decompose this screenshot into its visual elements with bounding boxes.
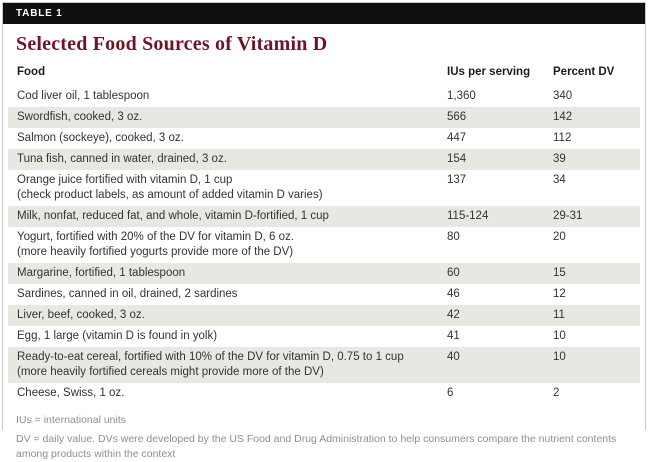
table-row: Orange juice fortified with vitamin D, 1… xyxy=(8,170,640,206)
table-title: Selected Food Sources of Vitamin D xyxy=(16,33,328,55)
table-row: Egg, 1 large (vitamin D is found in yolk… xyxy=(8,326,640,347)
table-number-label: TABLE 1 xyxy=(16,8,63,19)
table-row: Tuna fish, canned in water, drained, 3 o… xyxy=(8,149,640,170)
food-note: (more heavily fortified yogurts provide … xyxy=(17,246,294,258)
table-row: Cheese, Swiss, 1 oz. 6 2 xyxy=(8,383,640,404)
food-name: Salmon (sockeye), cooked, 3 oz. xyxy=(17,132,184,144)
dv-value: 39 xyxy=(553,153,566,165)
food-cell: Salmon (sockeye), cooked, 3 oz. xyxy=(17,131,447,146)
dv-value: 20 xyxy=(553,231,566,243)
table-row: Ready-to-eat cereal, fortified with 10% … xyxy=(8,347,640,383)
dv-value: 112 xyxy=(553,132,572,144)
footnotes: IUs = international units DV = daily val… xyxy=(16,413,632,462)
food-name: Milk, nonfat, reduced fat, and whole, vi… xyxy=(17,210,329,222)
food-name: Ready-to-eat cereal, fortified with 10% … xyxy=(17,351,404,363)
iu-value: 447 xyxy=(447,132,467,144)
dv-value: 142 xyxy=(553,111,573,123)
iu-value: 115-124 xyxy=(447,210,489,222)
food-cell: Sardines, canned in oil, drained, 2 sard… xyxy=(17,287,447,302)
dv-value: 12 xyxy=(553,288,566,300)
food-cell: Cod liver oil, 1 tablespoon xyxy=(17,89,447,104)
iu-value: 137 xyxy=(447,174,467,186)
table-body: Cod liver oil, 1 tablespoon 1,360 340 Sword… xyxy=(8,86,640,404)
table-header-row: Food IUs per serving Percent DV xyxy=(8,63,640,86)
food-name: Tuna fish, canned in water, drained, 3 o… xyxy=(17,153,227,165)
food-name: Yogurt, fortified with 20% of the DV for… xyxy=(17,231,294,243)
food-cell: Ready-to-eat cereal, fortified with 10% … xyxy=(17,350,447,380)
iu-value: 40 xyxy=(447,351,460,363)
table-row: Cod liver oil, 1 tablespoon 1,360 340 xyxy=(8,86,640,107)
dv-value: 10 xyxy=(553,351,566,363)
dv-value: 29-31 xyxy=(553,210,583,222)
footnote-iu: IUs = international units xyxy=(16,414,127,426)
food-cell: Yogurt, fortified with 20% of the DV for… xyxy=(17,230,447,260)
table-row: Liver, beef, cooked, 3 oz. 42 11 xyxy=(8,305,640,326)
food-note: (more heavily fortified cereals might pr… xyxy=(17,366,324,378)
table-row: Yogurt, fortified with 20% of the DV for… xyxy=(8,227,640,263)
food-name: Cheese, Swiss, 1 oz. xyxy=(17,387,125,399)
food-cell: Liver, beef, cooked, 3 oz. xyxy=(17,308,447,323)
table-row: Milk, nonfat, reduced fat, and whole, vi… xyxy=(8,206,640,227)
iu-value: 60 xyxy=(447,267,460,279)
food-table: Food IUs per serving Percent DV Cod live… xyxy=(8,63,640,404)
dv-value: 10 xyxy=(553,330,566,342)
food-cell: Tuna fish, canned in water, drained, 3 o… xyxy=(17,152,447,167)
column-header-dv: Percent DV xyxy=(553,66,615,78)
iu-value: 1,360 xyxy=(447,90,476,102)
food-cell: Milk, nonfat, reduced fat, and whole, vi… xyxy=(17,209,447,224)
food-cell: Egg, 1 large (vitamin D is found in yolk… xyxy=(17,329,447,344)
dv-value: 34 xyxy=(553,174,566,186)
dv-value: 2 xyxy=(553,387,560,399)
food-note: (check product labels, as amount of adde… xyxy=(17,189,323,201)
table-row: Sardines, canned in oil, drained, 2 sard… xyxy=(8,284,640,305)
iu-value: 42 xyxy=(447,309,460,321)
food-name: Liver, beef, cooked, 3 oz. xyxy=(17,309,145,321)
food-name: Egg, 1 large (vitamin D is found in yolk… xyxy=(17,330,218,342)
iu-value: 6 xyxy=(447,387,454,399)
table-row: Salmon (sockeye), cooked, 3 oz. 447 112 xyxy=(8,128,640,149)
column-header-iu: IUs per serving xyxy=(447,66,531,78)
table-number-bar: TABLE 1 xyxy=(3,3,645,24)
iu-value: 80 xyxy=(447,231,460,243)
food-name: Orange juice fortified with vitamin D, 1… xyxy=(17,174,233,186)
food-name: Sardines, canned in oil, drained, 2 sard… xyxy=(17,288,238,300)
table-row: Margarine, fortified, 1 tablespoon 60 15 xyxy=(8,263,640,284)
dv-value: 15 xyxy=(553,267,566,279)
food-name: Cod liver oil, 1 tablespoon xyxy=(17,90,150,102)
dv-value: 11 xyxy=(553,309,565,321)
iu-value: 46 xyxy=(447,288,460,300)
food-cell: Swordfish, cooked, 3 oz. xyxy=(17,110,447,125)
food-name: Swordfish, cooked, 3 oz. xyxy=(17,111,143,123)
iu-value: 566 xyxy=(447,111,467,123)
food-cell: Margarine, fortified, 1 tablespoon xyxy=(17,266,447,281)
dv-value: 340 xyxy=(553,90,573,102)
food-name: Margarine, fortified, 1 tablespoon xyxy=(17,267,186,279)
table-row: Swordfish, cooked, 3 oz. 566 142 xyxy=(8,107,640,128)
food-cell: Orange juice fortified with vitamin D, 1… xyxy=(17,173,447,203)
iu-value: 154 xyxy=(447,153,467,165)
column-header-food: Food xyxy=(17,66,46,78)
iu-value: 41 xyxy=(447,330,460,342)
footnote-dv: DV = daily value. DVs were developed by … xyxy=(16,433,617,460)
food-cell: Cheese, Swiss, 1 oz. xyxy=(17,386,447,401)
